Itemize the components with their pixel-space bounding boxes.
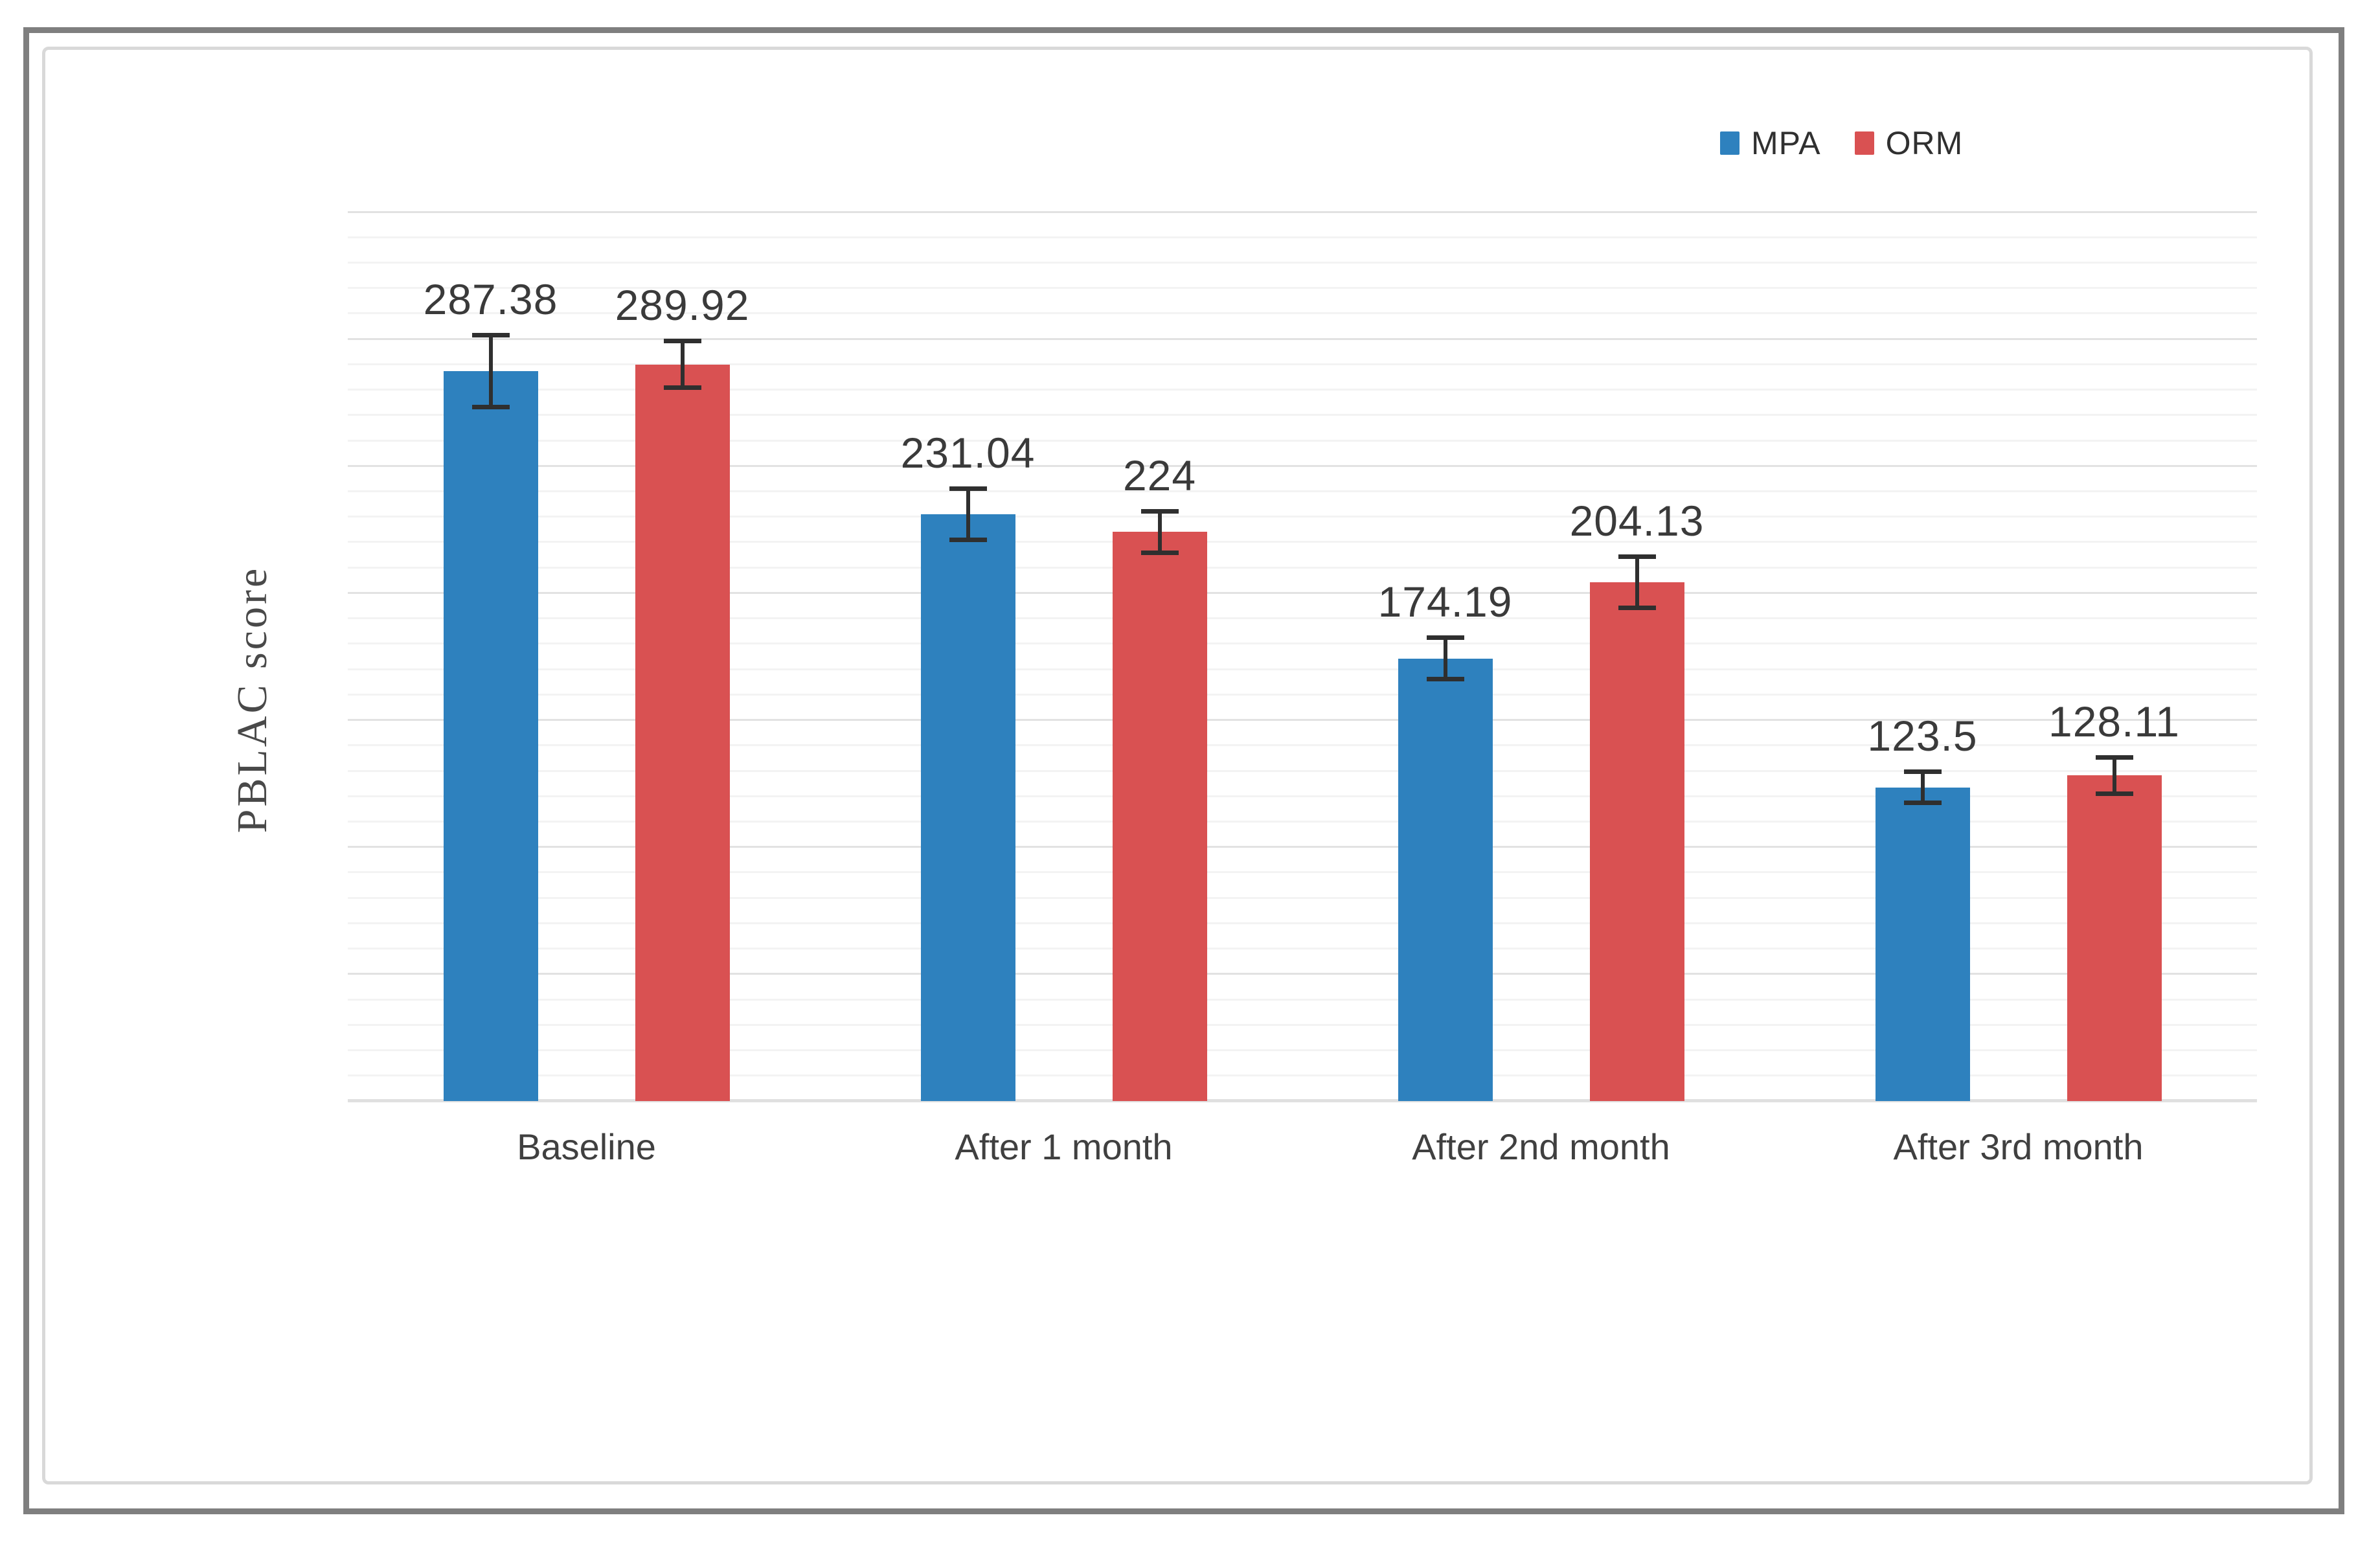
screenshot-outer-border (23, 27, 2344, 1514)
gridline (348, 922, 2257, 924)
error-bar-mpa-baseline (471, 332, 510, 409)
data-label-orm-baseline: 289.92 (615, 281, 750, 330)
legend-swatch-mpa (1720, 131, 1740, 155)
gridline (348, 1049, 2257, 1052)
legend-label: ORM (1885, 125, 1964, 161)
data-label-orm-after-1-month: 224 (1122, 451, 1197, 499)
gridline (348, 973, 2257, 975)
x-axis-label: After 3rd month (1893, 1126, 2144, 1167)
error-bar-mpa-after-1-month (949, 486, 987, 542)
error-bar-orm-after-3rd-month (2095, 755, 2133, 796)
bar-mpa-after-2nd-month (1398, 658, 1493, 1101)
bar-orm-after-3rd-month (2067, 775, 2162, 1101)
error-bar-orm-baseline (663, 339, 701, 390)
y-axis-title: PBLAC score (229, 565, 276, 834)
gridline (348, 591, 2257, 594)
legend-label: MPA (1751, 125, 1821, 161)
gridline (348, 261, 2257, 264)
legend-item-mpa: MPA (1720, 124, 1821, 162)
gridline (348, 998, 2257, 1001)
error-bar-orm-after-1-month (1140, 508, 1179, 555)
gridline (348, 312, 2257, 315)
gridline (348, 464, 2257, 467)
data-label-orm-after-2nd-month: 204.13 (1569, 497, 1705, 545)
bar-mpa-after-1-month (920, 514, 1015, 1101)
gridline (348, 795, 2257, 797)
gridline (348, 566, 2257, 569)
x-axis-label: After 1 month (955, 1126, 1173, 1167)
x-axis-label: After 2nd month (1412, 1126, 1670, 1167)
gridline (348, 693, 2257, 696)
gridline (348, 719, 2257, 722)
gridline (348, 363, 2257, 365)
chart-legend: MPA ORM (1720, 124, 1963, 162)
legend-item-orm: ORM (1854, 124, 1964, 162)
gridline (348, 287, 2257, 290)
error-bar-mpa-after-2nd-month (1426, 635, 1464, 681)
gridline (348, 744, 2257, 747)
gridline (348, 821, 2257, 823)
gridline (348, 439, 2257, 442)
gridline (348, 668, 2257, 670)
legend-swatch-orm (1854, 131, 1874, 155)
gridline (348, 236, 2257, 238)
gridline (348, 414, 2257, 416)
gridline (348, 1074, 2257, 1077)
error-bar-mpa-after-3rd-month (1903, 769, 1942, 805)
x-axis-line (348, 1099, 2257, 1102)
gridline (348, 948, 2257, 950)
plot-area: 287.38 231.04 174.19 123.5 289.92 224 204.13 12… (348, 210, 2257, 1102)
data-label-mpa-after-3rd-month: 123.5 (1867, 712, 1978, 760)
data-label-mpa-baseline: 287.38 (423, 275, 558, 323)
data-label-orm-after-3rd-month: 128.11 (2048, 698, 2180, 746)
gridline (348, 1023, 2257, 1026)
gridline (348, 490, 2257, 493)
x-axis-labels: Baseline After 1 month After 2nd month Afte… (348, 1126, 2257, 1168)
chart-card (42, 47, 2313, 1484)
bar-orm-after-2nd-month (1589, 582, 1684, 1101)
bar-orm-baseline (635, 364, 730, 1101)
data-label-mpa-after-2nd-month: 174.19 (1377, 578, 1513, 626)
gridline (348, 769, 2257, 772)
gridline (348, 210, 2257, 213)
gridline (348, 541, 2257, 543)
gridline (348, 516, 2257, 518)
gridline (348, 642, 2257, 645)
error-bar-orm-after-2nd-month (1618, 554, 1656, 611)
bar-mpa-baseline (443, 370, 538, 1101)
gridline (348, 896, 2257, 899)
x-axis-label: Baseline (517, 1126, 656, 1167)
gridline (348, 846, 2257, 848)
bar-orm-after-1-month (1112, 532, 1207, 1101)
bar-mpa-after-3rd-month (1875, 787, 1970, 1101)
gridline (348, 389, 2257, 391)
gridline (348, 871, 2257, 874)
data-label-mpa-after-1-month: 231.04 (900, 428, 1036, 477)
gridline (348, 337, 2257, 340)
gridline (348, 617, 2257, 620)
